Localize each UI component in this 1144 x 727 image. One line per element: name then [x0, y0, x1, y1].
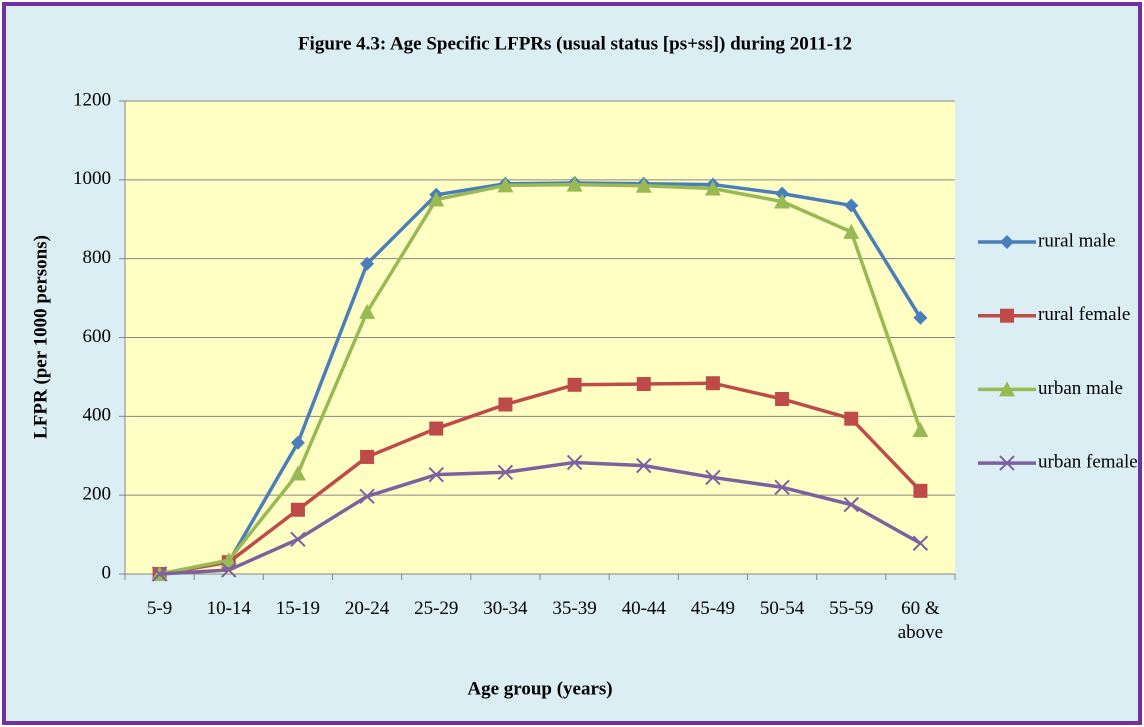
y-tick-label: 800	[83, 247, 112, 268]
marker	[566, 176, 583, 192]
marker	[428, 191, 445, 207]
x-tick-label: 35-39	[552, 598, 597, 619]
marker	[704, 180, 721, 196]
marker	[220, 552, 237, 568]
marker	[498, 397, 513, 412]
legend-marker	[1000, 308, 1014, 323]
marker	[913, 310, 928, 325]
marker	[290, 435, 305, 450]
legend-label: rural male	[1038, 230, 1116, 251]
marker	[843, 496, 859, 513]
marker	[360, 256, 375, 271]
legend-marker	[1000, 235, 1014, 249]
x-tick-label: 20-24	[344, 598, 390, 619]
marker	[289, 465, 306, 481]
y-tick-label: 0	[102, 562, 112, 583]
y-tick-label: 600	[83, 326, 112, 347]
y-tick-label: 400	[83, 405, 112, 426]
y-tick-label: 1000	[73, 168, 111, 189]
x-tick-label: 55-59	[829, 598, 874, 619]
legend-label: rural female	[1038, 304, 1130, 325]
marker	[151, 566, 168, 582]
marker	[290, 502, 305, 517]
x-tick-label: 5-9	[146, 598, 173, 619]
marker	[360, 449, 375, 464]
marker	[912, 422, 929, 438]
marker	[429, 421, 444, 436]
y-axis-label: LFPR (per 1000 persons)	[30, 235, 51, 439]
marker	[912, 535, 929, 551]
marker	[774, 479, 790, 495]
legend-marker	[999, 455, 1015, 471]
marker	[636, 457, 652, 474]
marker	[774, 193, 791, 209]
series-line	[159, 460, 922, 576]
legend-label: urban male	[1038, 378, 1123, 399]
marker	[497, 177, 514, 193]
marker	[913, 483, 928, 498]
x-tick-label: 25-29	[414, 598, 459, 619]
marker	[843, 223, 860, 239]
x-tick-label: 60 & above	[897, 598, 944, 643]
x-tick-label: 45-49	[690, 598, 736, 619]
marker	[635, 177, 652, 193]
x-axis-label: Age group (years)	[467, 678, 612, 699]
marker	[844, 411, 859, 426]
marker	[775, 391, 790, 406]
series-line	[159, 381, 922, 576]
marker	[566, 454, 583, 471]
marker	[497, 464, 514, 481]
x-tick-label: 30-34	[483, 598, 528, 619]
y-tick-label: 200	[83, 484, 112, 505]
chart-title: Figure 4.3: Age Specific LFPRs (usual st…	[298, 33, 852, 54]
series-line	[159, 182, 923, 576]
marker	[844, 198, 859, 213]
x-tick-label: 15-19	[275, 598, 321, 619]
marker	[359, 488, 375, 505]
marker	[636, 377, 651, 392]
x-tick-label: 10-14	[206, 598, 251, 619]
legend-marker	[999, 381, 1015, 397]
x-tick-label: 50-54	[759, 598, 805, 619]
x-tick-label: 40-44	[621, 598, 666, 619]
marker	[359, 303, 376, 319]
marker	[221, 562, 237, 578]
marker	[428, 466, 444, 483]
marker	[705, 469, 721, 486]
legend-label: urban female	[1038, 451, 1138, 472]
marker	[290, 531, 306, 548]
marker	[705, 376, 720, 391]
y-tick-label: 1200	[73, 89, 111, 110]
marker	[567, 377, 582, 392]
